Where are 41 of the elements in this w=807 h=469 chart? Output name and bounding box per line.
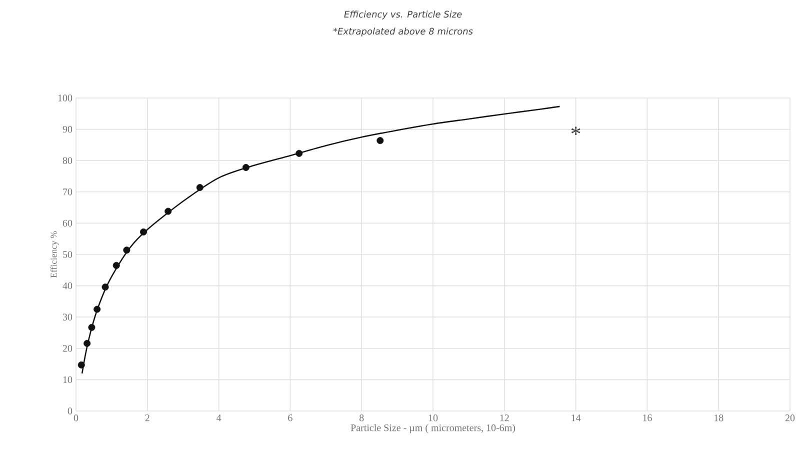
x-tick-label: 0 [74,414,78,422]
annotation: * [571,126,580,135]
y-tick-label: 10 [63,376,72,384]
point [102,284,109,291]
point [84,340,91,347]
x-tick-label: 12 [500,414,509,422]
y-axis-title: Efficiency % [50,231,59,278]
chart-title: Efficiency vs. Particle Size [344,10,462,20]
y-tick-label: 60 [62,220,72,227]
point [123,246,130,254]
point [296,150,303,157]
y-tick-label: 90 [62,126,72,133]
point [88,324,96,331]
point [140,228,147,236]
y-tick-label: 20 [62,345,72,352]
point [112,262,120,269]
point [164,208,172,215]
point [376,137,384,144]
y-tick-label: 0 [68,408,72,414]
x-tick-label: 2 [145,414,150,422]
y-tick-label: 80 [62,157,72,164]
y-tick-label: 100 [58,94,72,102]
y-tick-label: 70 [63,188,72,196]
chart-subtitle: *Extrapolated above 8 microns [333,28,473,36]
y-tick-label: 30 [62,314,72,320]
x-tick-label: 20 [785,414,795,422]
point [196,184,204,192]
x-tick-label: 18 [714,414,724,422]
point [242,164,250,171]
x-tick-label: 14 [572,414,581,422]
x-tick-label: 8 [359,414,364,422]
x-axis-title: Particle Size - µm ( micrometers, 10-6m) [350,424,516,434]
x-tick-label: 6 [288,414,292,422]
y-tick-label: 40 [62,282,72,290]
point [94,306,101,313]
y-tick-label: 50 [63,251,72,258]
point [78,361,85,368]
x-tick-label: 16 [643,414,652,422]
line-series [81,106,560,374]
x-tick-label: 4 [216,414,222,422]
x-tick-label: 10 [428,414,438,422]
